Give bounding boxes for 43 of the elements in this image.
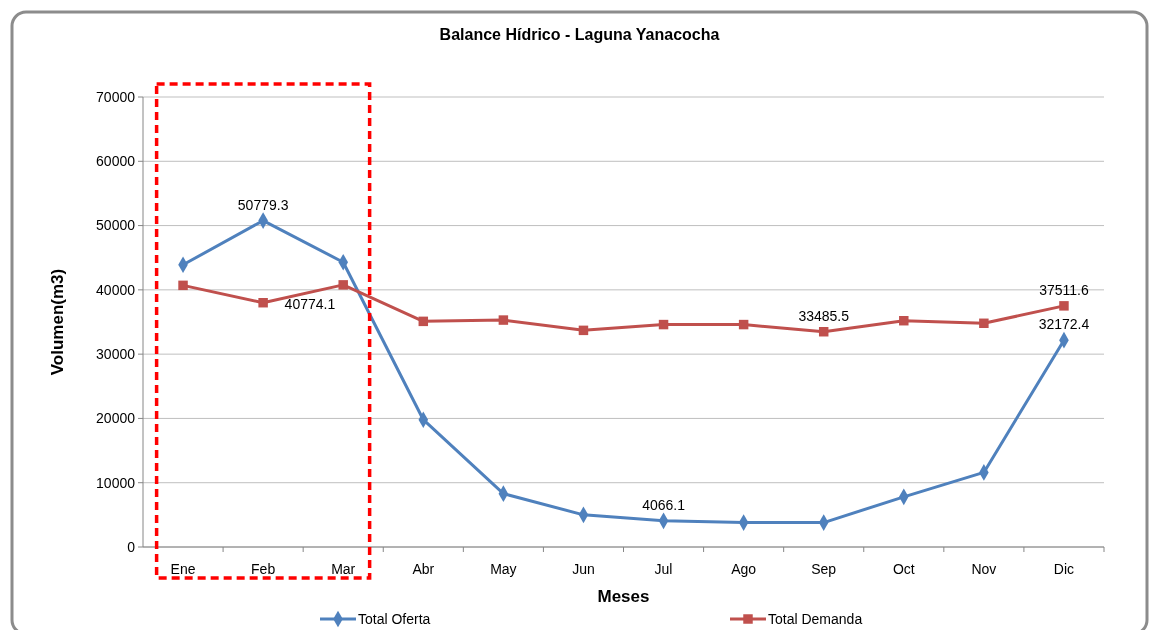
- x-tick-label: Ago: [731, 561, 757, 577]
- y-tick-label: 0: [127, 538, 136, 555]
- y-tick-label: 50000: [96, 217, 136, 234]
- x-tick-label: Ene: [170, 561, 196, 577]
- data-label: 40774.1: [284, 295, 336, 312]
- point: [1059, 301, 1069, 311]
- point: [578, 325, 589, 336]
- data-label: 33485.5: [798, 307, 850, 324]
- point: [818, 326, 829, 337]
- data-label: 32172.4: [1038, 316, 1090, 333]
- x-tick-label: Sep: [811, 561, 837, 577]
- y-tick-label: 40000: [96, 281, 136, 298]
- x-tick-label: Mar: [331, 561, 356, 577]
- x-axis-title: Meses: [597, 587, 650, 606]
- data-label: 37511.6: [1039, 281, 1089, 298]
- data-label: 4066.1: [642, 496, 686, 513]
- y-axis-title: Volumen(m3): [48, 268, 67, 376]
- x-tick-label: Feb: [251, 561, 276, 577]
- x-tick-label: Jul: [654, 561, 673, 577]
- point: [178, 280, 188, 291]
- point: [899, 315, 909, 326]
- point: [418, 316, 429, 327]
- point: [738, 319, 749, 330]
- legend-label: Total Oferta: [358, 610, 431, 627]
- point: [338, 280, 348, 290]
- point: [658, 319, 669, 330]
- x-tick-label: Dic: [1053, 561, 1075, 577]
- y-tick-label: 20000: [96, 410, 136, 427]
- y-tick-label: 60000: [96, 153, 136, 170]
- point: [258, 297, 268, 308]
- legend-label: Total Demanda: [768, 610, 863, 627]
- data-label: 50779.3: [237, 196, 289, 213]
- point: [498, 315, 509, 325]
- x-tick-label: Nov: [971, 561, 997, 577]
- chart-title: Balance Hídrico - Laguna Yanacocha: [439, 26, 720, 43]
- point: [979, 318, 989, 329]
- x-tick-label: Oct: [892, 561, 915, 577]
- x-tick-label: Abr: [412, 561, 435, 577]
- y-tick-label: 10000: [96, 474, 136, 491]
- x-tick-label: Jun: [572, 561, 595, 577]
- y-tick-label: 30000: [96, 346, 136, 363]
- x-tick-label: May: [490, 561, 517, 577]
- y-tick-label: 70000: [96, 88, 136, 105]
